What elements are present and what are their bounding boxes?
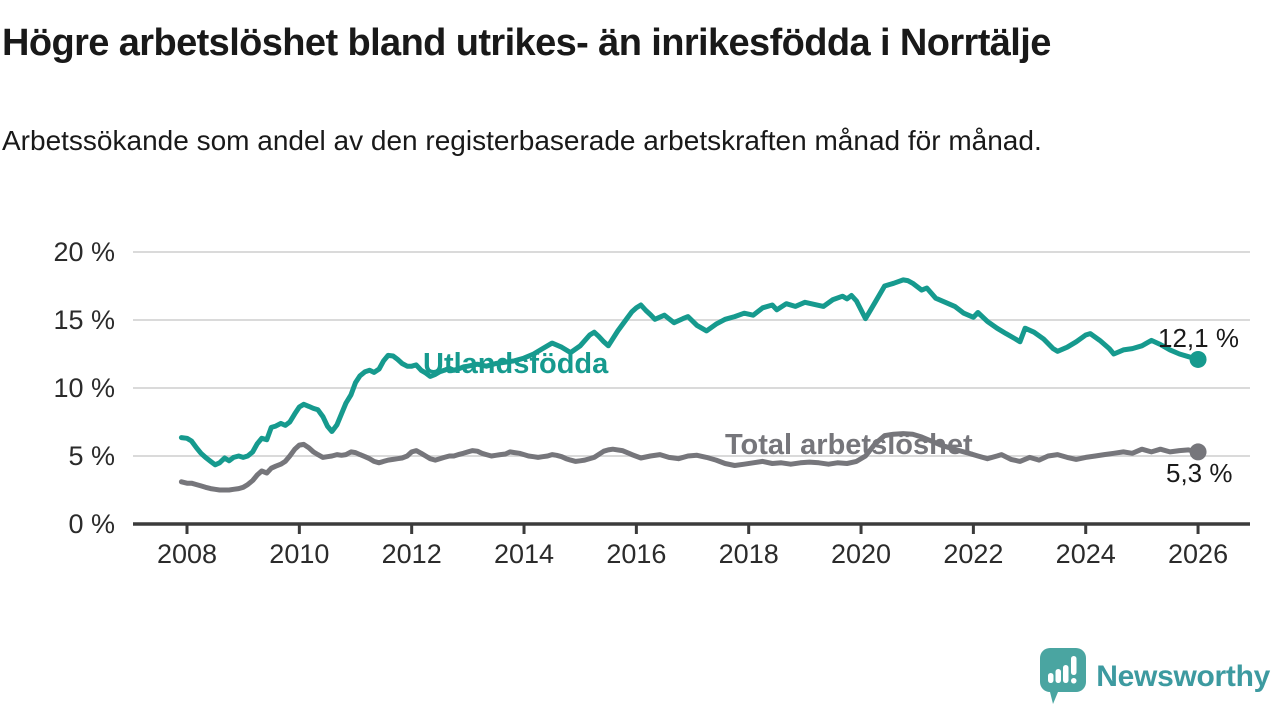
series-end-dot-utlandsfodda (1189, 350, 1207, 368)
y-tick-label: 20 % (53, 237, 115, 267)
series-label-utlandsfodda: Utlandsfödda (423, 348, 609, 380)
series-end-dot-total (1189, 443, 1207, 461)
y-tick-label: 5 % (68, 441, 115, 471)
chart-title: Högre arbetslöshet bland utrikes- än inr… (2, 22, 1051, 64)
end-value-label-total: 5,3 % (1166, 458, 1233, 488)
series-line-total (178, 431, 1201, 493)
series-line-utlandsfodda (178, 277, 1201, 468)
x-tick-label: 2012 (382, 539, 442, 569)
chart-subtitle: Arbetssökande som andel av den registerb… (2, 125, 1042, 156)
x-tick-label: 2020 (831, 539, 891, 569)
x-tick-label: 2016 (606, 539, 666, 569)
newsworthy-branding: Newsworthy (1040, 648, 1270, 706)
newsworthy-logo-text: Newsworthy (1096, 660, 1270, 693)
x-tick-label: 2008 (157, 539, 217, 569)
x-tick-label: 2024 (1056, 539, 1116, 569)
x-tick-label: 2022 (943, 539, 1003, 569)
x-tick-label: 2018 (719, 539, 779, 569)
x-tick-label: 2026 (1168, 539, 1228, 569)
y-tick-label: 15 % (53, 305, 115, 335)
y-tick-label: 0 % (68, 509, 115, 539)
bar-chart-speech-bubble-icon (1040, 648, 1087, 704)
y-tick-label: 10 % (53, 373, 115, 403)
x-tick-label: 2014 (494, 539, 554, 569)
x-tick-label: 2010 (269, 539, 329, 569)
series-label-total-arbetsloshet: Total arbetslöshet (725, 429, 973, 461)
end-value-label-utlandsfodda: 12,1 % (1158, 323, 1239, 353)
